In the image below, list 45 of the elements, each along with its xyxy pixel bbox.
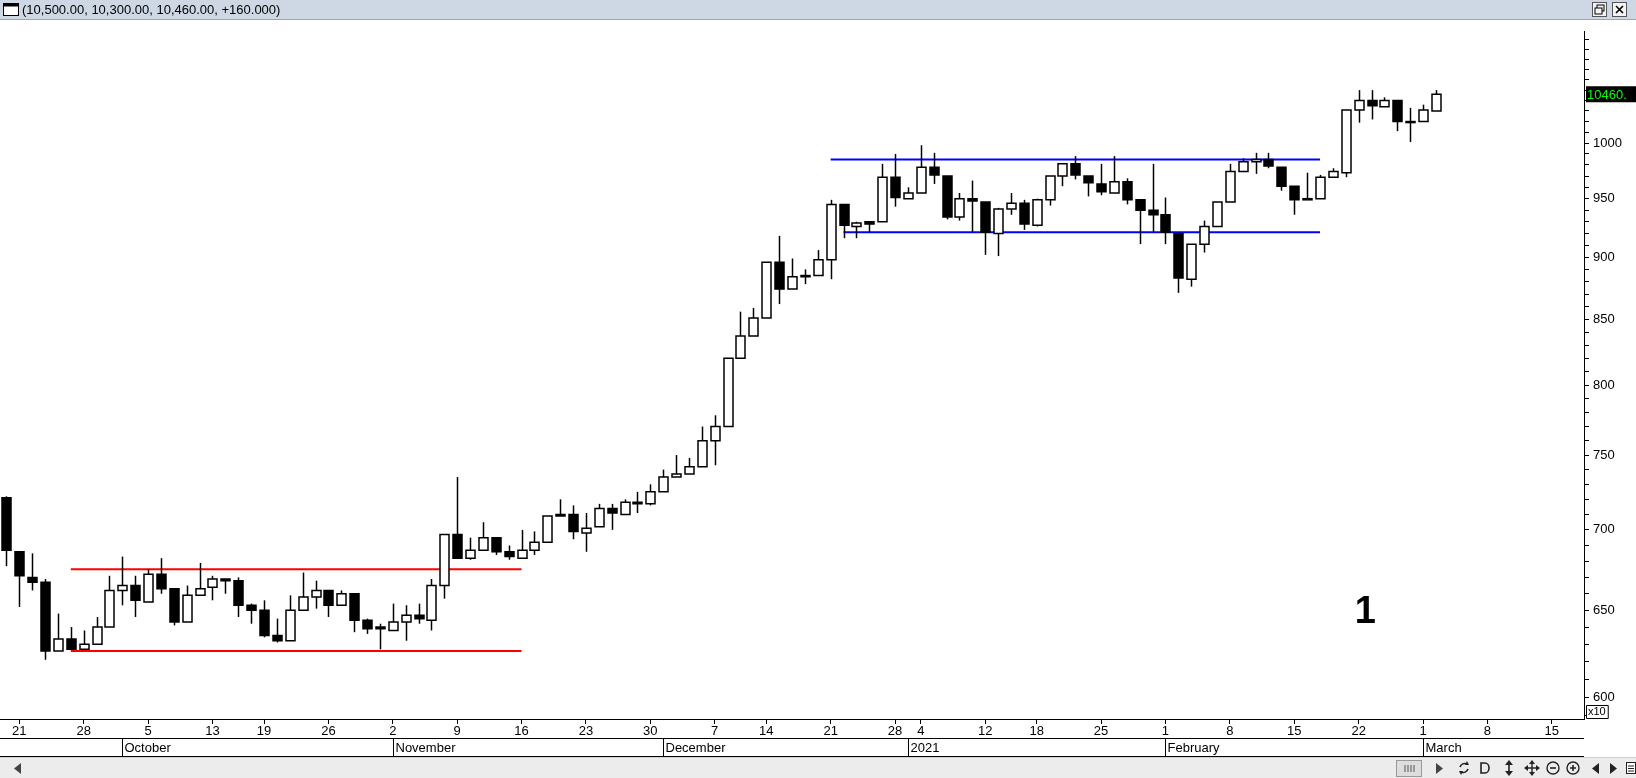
- x-tick-label: 21: [12, 723, 27, 739]
- x-tick-label: 9: [453, 723, 461, 739]
- x-tick-label: 16: [514, 723, 529, 739]
- y-tick-label: 600: [1593, 688, 1615, 704]
- x-tick-label: 28: [76, 723, 91, 739]
- y-tick-label: 900: [1593, 248, 1615, 264]
- y-tick-label: 750: [1593, 446, 1615, 462]
- x-tick-label: 22: [1351, 723, 1366, 739]
- text: March: [1425, 740, 1462, 756]
- y-tick-label: 650: [1593, 601, 1615, 617]
- x-tick-label: 13: [205, 723, 220, 739]
- y-tick-label: 950: [1593, 190, 1615, 206]
- text: November: [395, 740, 457, 756]
- text: 2021: [910, 740, 940, 756]
- x-tick-label: 30: [643, 723, 658, 739]
- text: x10: [1588, 705, 1606, 718]
- y-tick-label: 800: [1593, 376, 1615, 392]
- chart-title: (10,500.00, 10,300.00, 10,460.00, +160.000): [22, 1, 281, 19]
- x-tick-label: 7: [711, 723, 719, 739]
- x-tick-label: 19: [256, 723, 272, 739]
- x-tick-label: 28: [887, 723, 903, 739]
- x-tick-label: 23: [578, 723, 594, 739]
- x-tick-label: 15: [1287, 723, 1302, 739]
- text: February: [1167, 740, 1221, 756]
- x-tick-label: 15: [1544, 723, 1560, 739]
- x-tick-label: 8: [1226, 723, 1234, 739]
- x-tick-label: 8: [1483, 723, 1492, 739]
- x-tick-label: 12: [977, 723, 993, 739]
- x-tick-label: 18: [1029, 723, 1044, 739]
- x-tick-label: 4: [917, 723, 925, 739]
- x-tick-label: 5: [144, 723, 152, 739]
- x-tick-label: 21: [823, 723, 838, 739]
- x-tick-label: 2: [389, 723, 397, 739]
- y-tick-label: 1000: [1593, 134, 1622, 150]
- x-tick-label: 1: [1419, 723, 1427, 739]
- x-tick-label: 25: [1093, 723, 1109, 739]
- text: December: [665, 740, 727, 756]
- x-tick-label: 14: [759, 723, 774, 739]
- annotation: 1: [1354, 588, 1376, 631]
- y-tick-label: 700: [1593, 521, 1615, 537]
- y-tick-label: 850: [1593, 310, 1615, 326]
- x-tick-label: 1: [1161, 723, 1170, 739]
- x-tick-label: 26: [321, 723, 336, 739]
- text: October: [124, 740, 172, 756]
- text: 10460.: [1587, 86, 1627, 102]
